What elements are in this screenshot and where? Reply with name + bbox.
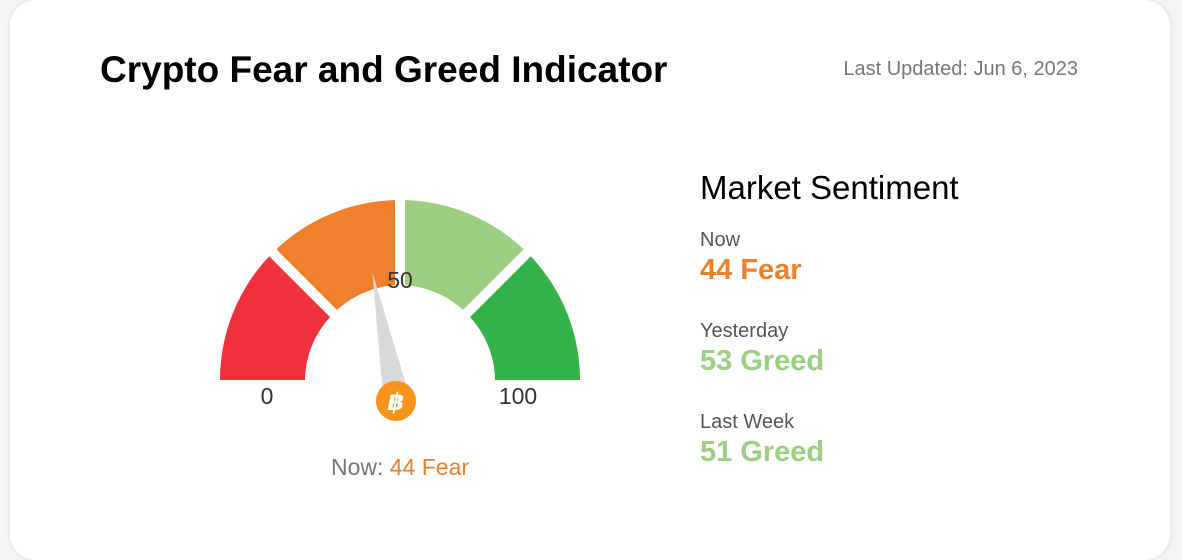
fear-greed-card: Crypto Fear and Greed Indicator Last Upd… — [10, 0, 1170, 560]
sentiment-label: Last Week — [700, 411, 795, 433]
gauge-label-min: 0 — [261, 383, 274, 409]
last-updated-text: Last Updated: Jun 6, 2023 — [843, 58, 1078, 80]
sentiment-label: Now — [700, 229, 741, 251]
now-caption-value: 44 Fear — [389, 454, 470, 480]
sentiment-value: 51 Greed — [700, 436, 825, 468]
sentiment-value: 53 Greed — [700, 345, 825, 377]
bitcoin-icon: ฿ — [376, 381, 416, 421]
gauge-label-mid: 50 — [387, 267, 413, 293]
svg-text:฿: ฿ — [388, 389, 405, 416]
gauge-separators — [265, 195, 535, 321]
page-title: Crypto Fear and Greed Indicator — [100, 49, 668, 90]
now-caption-label: Now: — [330, 454, 384, 480]
sentiment-value: 44 Fear — [700, 254, 802, 286]
fear-greed-gauge: ฿ 0 50 100 — [220, 195, 580, 421]
gauge-segment-fear — [272, 200, 400, 314]
market-sentiment-panel: Market Sentiment Now 44 Fear Yesterday 5… — [700, 168, 1120, 501]
gauge-label-max: 100 — [499, 383, 537, 409]
sentiment-row-now: Now 44 Fear — [700, 228, 1120, 288]
sentiment-row-yesterday: Yesterday 53 Greed — [700, 319, 1120, 379]
gauge-segment-greed — [400, 200, 528, 314]
gauge-now-caption: Now: 44 Fear — [210, 454, 590, 481]
gauge-segment-extreme-greed — [466, 252, 580, 380]
sentiment-row-last-week: Last Week 51 Greed — [700, 410, 1120, 470]
market-sentiment-heading: Market Sentiment — [700, 169, 959, 206]
gauge-needle — [372, 272, 409, 399]
gauge-segment-extreme-fear — [220, 252, 334, 380]
sentiment-label: Yesterday — [700, 320, 789, 342]
